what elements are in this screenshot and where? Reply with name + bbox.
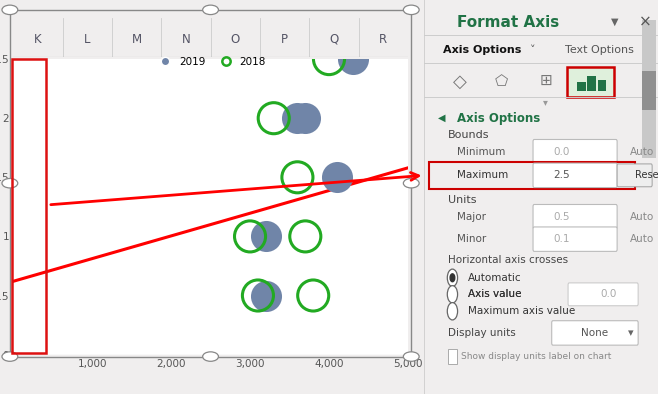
Point <box>292 174 303 180</box>
Text: ▼: ▼ <box>611 17 619 27</box>
Text: Automatic: Automatic <box>468 273 521 283</box>
Point <box>261 233 271 240</box>
FancyBboxPatch shape <box>533 204 617 229</box>
Text: M: M <box>132 33 141 46</box>
Text: ◇: ◇ <box>453 72 467 91</box>
Text: Display units: Display units <box>447 328 515 338</box>
Text: ⬠: ⬠ <box>495 74 508 89</box>
Point <box>300 115 311 121</box>
Text: 0.0: 0.0 <box>601 289 617 299</box>
Point <box>332 174 342 180</box>
Circle shape <box>450 274 455 282</box>
FancyBboxPatch shape <box>533 163 617 188</box>
Point <box>308 292 318 299</box>
Bar <box>567 67 614 97</box>
Text: 0.1: 0.1 <box>553 234 569 244</box>
Point <box>347 56 358 62</box>
Text: Q: Q <box>329 33 339 46</box>
Legend: 2019, 2018: 2019, 2018 <box>151 52 270 71</box>
Bar <box>578 82 586 91</box>
Circle shape <box>447 286 457 303</box>
Bar <box>588 76 596 91</box>
FancyBboxPatch shape <box>617 164 652 187</box>
Text: Axis value: Axis value <box>468 289 521 299</box>
Text: Maximum axis value: Maximum axis value <box>468 306 575 316</box>
Point <box>268 115 279 121</box>
Text: Reset: Reset <box>635 170 658 180</box>
Text: ˅: ˅ <box>530 45 535 55</box>
Text: ◀: ◀ <box>438 113 446 123</box>
FancyBboxPatch shape <box>533 139 617 164</box>
Text: Axis Options: Axis Options <box>443 45 522 55</box>
Text: Auto: Auto <box>630 212 654 222</box>
Text: ×: × <box>640 15 652 30</box>
FancyBboxPatch shape <box>533 227 617 251</box>
Text: 0.5: 0.5 <box>553 212 569 222</box>
Point <box>261 292 271 299</box>
Point <box>253 292 263 299</box>
Point <box>245 233 255 240</box>
Text: Major: Major <box>457 212 486 222</box>
Circle shape <box>447 269 457 286</box>
Text: Minimum: Minimum <box>457 147 505 157</box>
Bar <box>597 80 607 91</box>
Text: Format Axis: Format Axis <box>457 15 559 30</box>
Point <box>324 56 334 62</box>
Bar <box>447 349 457 364</box>
Text: Axis Options: Axis Options <box>457 112 540 125</box>
Text: P: P <box>281 33 288 46</box>
Bar <box>642 20 655 158</box>
Point <box>300 233 311 240</box>
Text: Auto: Auto <box>630 234 654 244</box>
Text: 2.5: 2.5 <box>553 170 570 180</box>
Text: ▾: ▾ <box>628 328 633 338</box>
Text: Axis value: Axis value <box>468 289 521 299</box>
Text: Text Options: Text Options <box>565 45 634 55</box>
Text: K: K <box>34 33 41 46</box>
Text: Units: Units <box>447 195 476 205</box>
Text: N: N <box>182 33 190 46</box>
Text: R: R <box>379 33 388 46</box>
Text: Minor: Minor <box>457 234 486 244</box>
Text: ▾: ▾ <box>544 97 548 108</box>
FancyBboxPatch shape <box>568 283 638 306</box>
Text: Show display units label on chart: Show display units label on chart <box>461 352 611 361</box>
Text: Bounds: Bounds <box>447 130 490 140</box>
Circle shape <box>447 303 457 320</box>
Bar <box>642 71 655 110</box>
Text: ⊞: ⊞ <box>540 73 552 88</box>
Bar <box>429 162 635 189</box>
Point <box>292 115 303 121</box>
Text: Auto: Auto <box>630 147 654 157</box>
Text: O: O <box>230 33 240 46</box>
Text: None: None <box>581 328 608 338</box>
Text: L: L <box>84 33 90 46</box>
Text: 0.0: 0.0 <box>553 147 569 157</box>
FancyBboxPatch shape <box>551 321 638 345</box>
Text: Maximum: Maximum <box>457 170 509 180</box>
Text: Horizontal axis crosses: Horizontal axis crosses <box>447 255 568 265</box>
